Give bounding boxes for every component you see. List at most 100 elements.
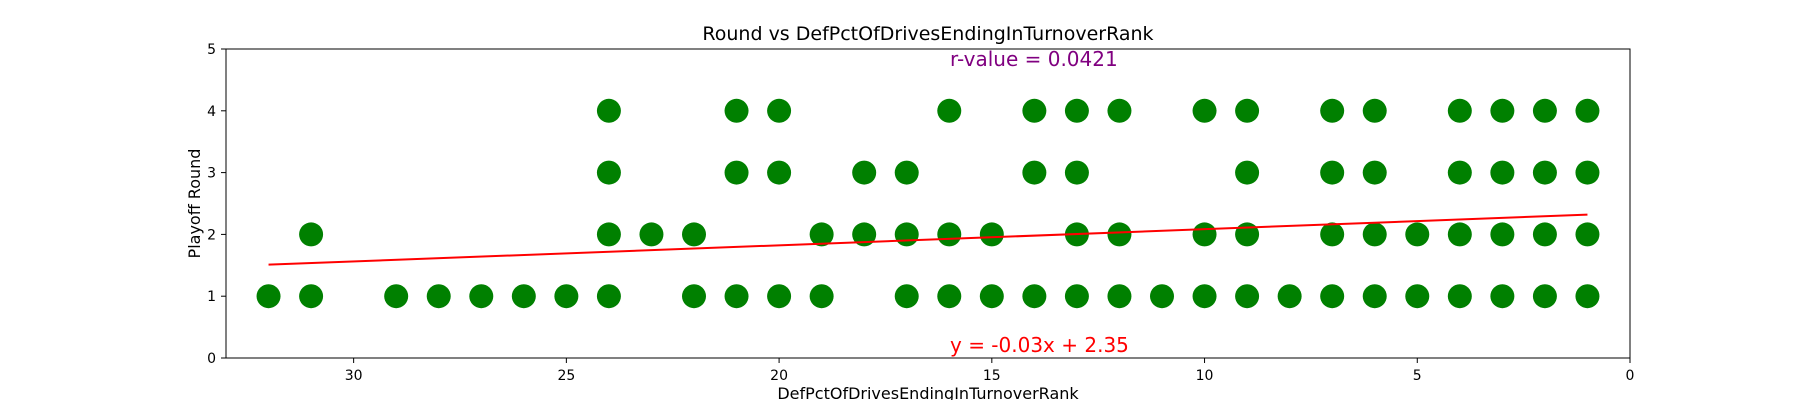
scatter-point <box>1150 284 1174 309</box>
scatter-point <box>979 284 1004 309</box>
y-tick-label: 0 <box>207 351 216 367</box>
scatter-point <box>1235 98 1260 123</box>
scatter-point <box>1532 160 1557 185</box>
scatter-point <box>1575 160 1600 185</box>
scatter-point <box>1235 222 1260 247</box>
scatter-point <box>1192 222 1217 247</box>
scatter-point <box>1362 222 1387 247</box>
scatter-point <box>1575 222 1600 247</box>
scatter-point <box>1490 98 1515 123</box>
scatter-point <box>596 160 621 185</box>
scatter-point <box>1022 160 1047 185</box>
scatter-point <box>554 284 579 309</box>
scatter-point <box>682 284 706 309</box>
scatter-point <box>682 222 706 247</box>
y-tick-label: 4 <box>207 104 216 120</box>
scatter-point <box>1022 98 1047 123</box>
scatter-point <box>256 284 281 309</box>
scatter-point <box>596 98 621 123</box>
scatter-point <box>724 160 749 185</box>
scatter-point <box>767 160 792 185</box>
y-tick-label: 2 <box>207 227 216 243</box>
scatter-point <box>1447 284 1472 309</box>
scatter-point <box>1320 222 1345 247</box>
scatter-point <box>426 284 451 309</box>
scatter-point <box>299 284 324 309</box>
points-layer <box>256 98 1600 309</box>
scatter-point <box>809 222 834 247</box>
scatter-point <box>1447 160 1472 185</box>
plot-area-frame <box>225 48 1631 359</box>
scatter-point <box>639 222 664 247</box>
scatter-point <box>1320 98 1345 123</box>
chart-title: Round vs DefPctOfDrivesEndingInTurnoverR… <box>702 23 1153 45</box>
scatter-point <box>384 284 409 309</box>
scatter-point <box>937 98 962 123</box>
scatter-point <box>1320 160 1345 185</box>
scatter-point <box>767 284 792 309</box>
scatter-point <box>469 284 494 309</box>
scatter-point <box>1022 284 1047 309</box>
scatter-point <box>1235 284 1260 309</box>
trendline <box>268 213 1588 266</box>
y-tick-label: 3 <box>207 166 216 182</box>
scatter-point <box>1362 160 1387 185</box>
scatter-point <box>1192 284 1217 309</box>
scatter-point <box>1107 284 1132 309</box>
scatter-point <box>1490 284 1515 309</box>
scatter-point <box>511 284 536 309</box>
x-tick-label: 15 <box>983 368 1001 384</box>
trendline-layer <box>268 213 1588 266</box>
scatter-point <box>852 160 877 185</box>
y-axis-ticks: 0 1 2 3 4 5 <box>207 42 226 367</box>
x-tick-label: 20 <box>770 368 788 384</box>
y-tick-label: 1 <box>207 289 216 305</box>
y-axis-title: Playoff Round <box>185 149 204 259</box>
scatter-point <box>1405 284 1430 309</box>
x-tick-label: 30 <box>345 368 363 384</box>
scatter-point <box>596 222 621 247</box>
scatter-point <box>1575 284 1600 309</box>
regression-equation-annotation: y = -0.03x + 2.35 <box>950 333 1129 357</box>
scatter-point <box>1064 284 1089 309</box>
scatter-point <box>937 222 962 247</box>
scatter-point <box>1235 160 1260 185</box>
scatter-point <box>724 284 749 309</box>
x-tick-label: 10 <box>1196 368 1214 384</box>
scatter-point <box>1277 284 1302 309</box>
scatter-point <box>1362 98 1387 123</box>
x-tick-label: 25 <box>557 368 575 384</box>
x-axis-ticks: 30 25 20 15 10 5 0 <box>345 358 1635 384</box>
scatter-point <box>1107 98 1132 123</box>
scatter-point <box>767 98 792 123</box>
x-tick-label: 0 <box>1626 368 1635 384</box>
scatter-point <box>1532 222 1557 247</box>
scatter-point <box>937 284 962 309</box>
scatter-point <box>724 98 749 123</box>
scatter-point <box>1490 222 1515 247</box>
scatter-point <box>1107 222 1132 247</box>
scatter-point <box>1532 284 1557 309</box>
scatter-point <box>1447 222 1472 247</box>
scatter-point <box>1405 222 1430 247</box>
scatter-point <box>1064 98 1089 123</box>
y-tick-label: 5 <box>207 42 216 58</box>
scatter-point <box>894 284 919 309</box>
r-value-annotation: r-value = 0.0421 <box>950 47 1118 71</box>
scatter-point <box>1490 160 1515 185</box>
scatter-point <box>894 160 919 185</box>
scatter-point <box>852 222 877 247</box>
scatter-point <box>1192 98 1217 123</box>
scatter-point <box>979 222 1004 247</box>
scatter-point <box>809 284 834 309</box>
scatter-point <box>1575 98 1600 123</box>
scatter-point <box>1064 160 1089 185</box>
x-axis-title: DefPctOfDrivesEndingInTurnoverRank <box>777 384 1079 400</box>
scatter-point <box>1532 98 1557 123</box>
scatter-point <box>1320 284 1345 309</box>
scatter-point <box>1447 98 1472 123</box>
x-tick-label: 5 <box>1413 368 1422 384</box>
